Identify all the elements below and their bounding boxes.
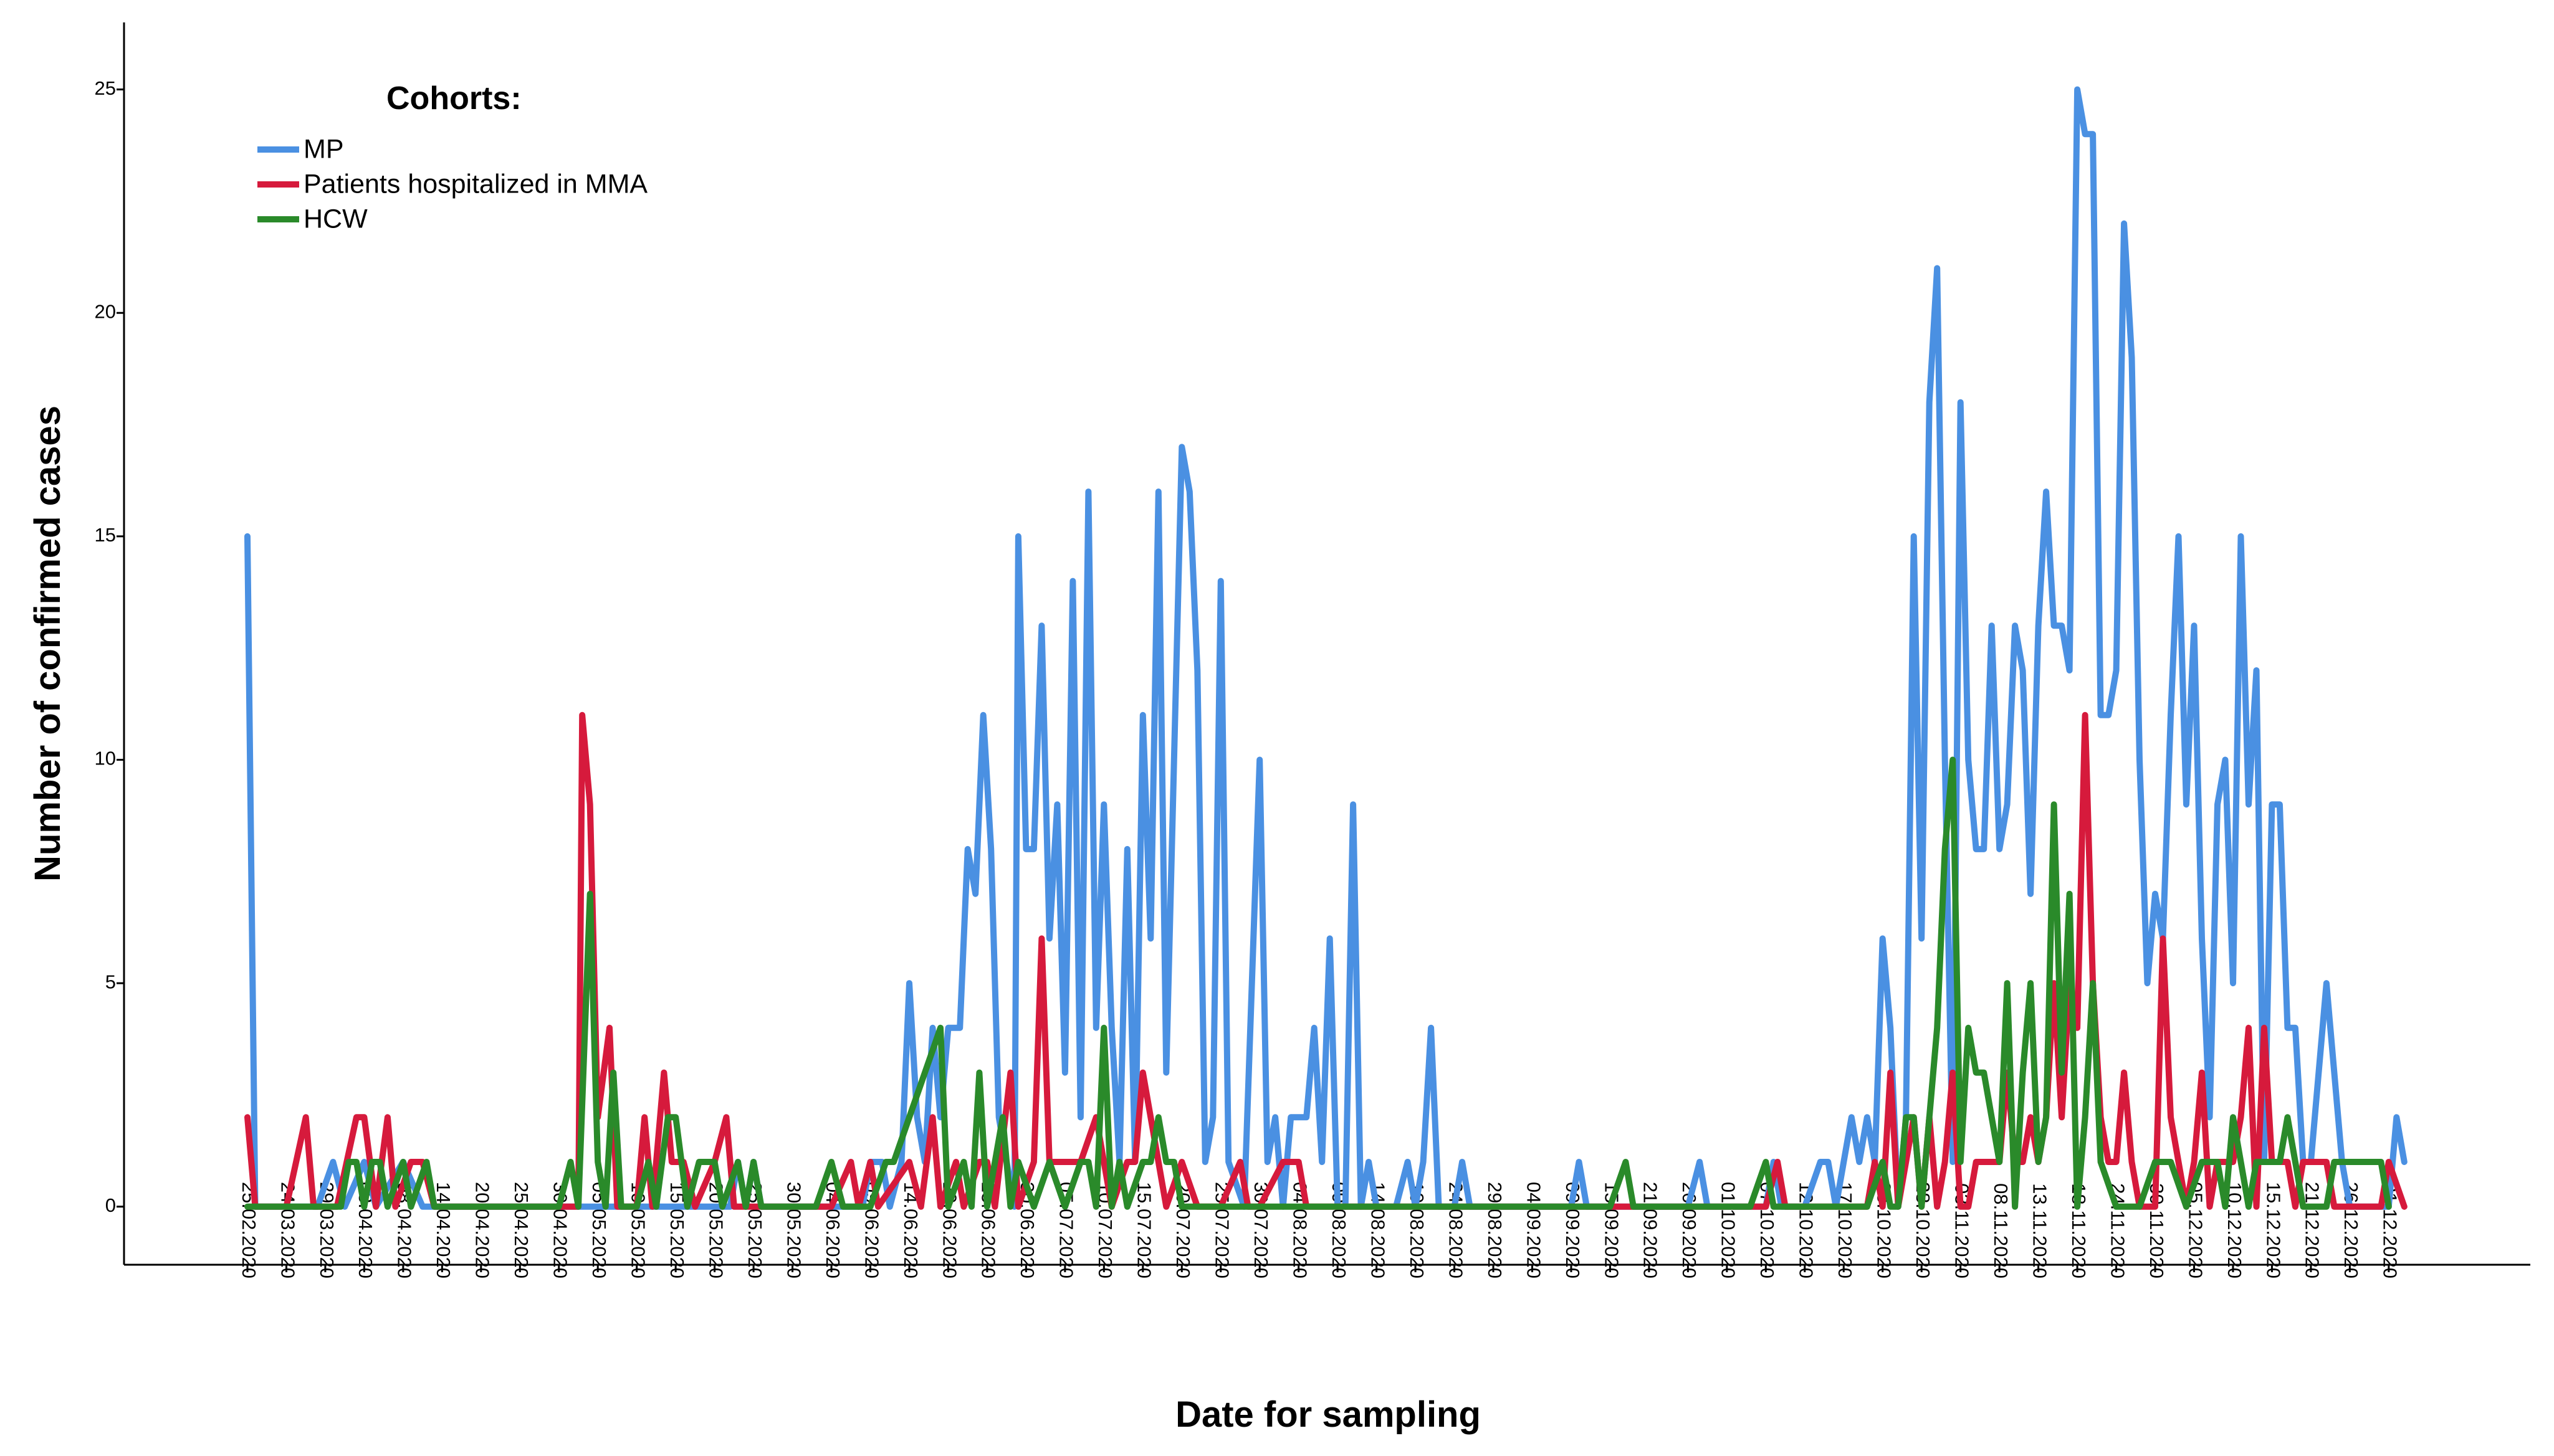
x-tick-label: 29.08.2020 [1484, 1182, 1506, 1278]
y-axis-ticks: 0 5 10 15 20 25 [95, 77, 124, 1216]
legend-label: MP [304, 134, 344, 164]
legend-label: HCW [304, 204, 368, 234]
y-tick-label: 0 [105, 1194, 116, 1216]
legend-label: Patients hospitalized in MMA [304, 169, 648, 199]
x-tick-label: 26.12.2020 [2340, 1182, 2362, 1278]
legend-title: Cohorts: [386, 80, 522, 117]
y-tick-label: 25 [95, 77, 116, 99]
y-tick-label: 15 [95, 524, 116, 546]
series-line-2 [244, 756, 2392, 1210]
legend: Cohorts: MP Patients hospitalized in MMA H… [257, 80, 648, 234]
x-tick-label: 15.07.2020 [1134, 1182, 1155, 1278]
x-tick-label: 30.05.2020 [783, 1182, 805, 1278]
x-axis-title: Date for sampling [1175, 1394, 1481, 1435]
x-tick-label: 13.11.2020 [2029, 1183, 2050, 1278]
x-tick-label: 01.10.2020 [1718, 1182, 1739, 1278]
x-tick-label: 25.04.2020 [510, 1182, 532, 1278]
x-tick-label: 04.09.2020 [1523, 1182, 1544, 1278]
y-tick-label: 20 [95, 300, 116, 322]
x-tick-label: 30.07.2020 [1250, 1182, 1272, 1278]
x-tick-label: 21.12.2020 [2302, 1182, 2323, 1278]
series-lines [244, 86, 2408, 1210]
x-tick-label: 21.09.2020 [1640, 1182, 1662, 1278]
y-tick-label: 10 [95, 748, 116, 769]
x-tick-label: 20.04.2020 [472, 1182, 494, 1278]
x-tick-label: 08.11.2020 [1990, 1183, 2012, 1278]
y-axis-title: Number of confirmed cases [27, 406, 68, 882]
x-tick-label: 15.12.2020 [2262, 1182, 2284, 1278]
series-line-0 [244, 86, 2408, 1210]
x-tick-label: 14.08.2020 [1367, 1182, 1389, 1278]
y-tick-label: 5 [105, 971, 116, 992]
x-tick-label: 14.04.2020 [433, 1182, 454, 1278]
